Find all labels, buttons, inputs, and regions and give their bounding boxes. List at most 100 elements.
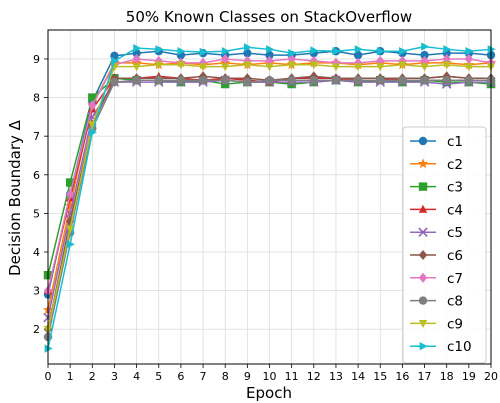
y-tick-label: 2: [33, 323, 40, 336]
data-point-c9: [243, 61, 252, 70]
data-point-c9: [221, 63, 230, 72]
y-tick-label: 6: [33, 169, 40, 182]
data-point-c1: [353, 50, 363, 60]
legend-marker-c5: [418, 227, 428, 237]
y-tick-label: 3: [33, 285, 40, 298]
legend-label-c8: c8: [447, 294, 463, 310]
y-tick-label: 7: [33, 130, 40, 143]
data-point-c8: [198, 75, 208, 85]
data-point-c8: [420, 75, 429, 85]
data-point-c10: [44, 344, 53, 353]
legend-item-c6: c6: [410, 248, 463, 264]
data-point-c8: [353, 75, 363, 85]
data-point-c9: [198, 63, 208, 72]
y-tick-label: 4: [33, 246, 40, 259]
data-point-c10: [487, 45, 496, 54]
legend-label-c6: c6: [447, 248, 463, 264]
data-point-c9: [287, 61, 296, 70]
data-point-c9: [353, 63, 363, 72]
data-point-c8: [309, 75, 318, 85]
legend-item-c5: c5: [410, 225, 463, 241]
data-point-c7: [221, 53, 230, 64]
data-point-c10: [354, 45, 363, 54]
x-tick-label: 16: [395, 370, 409, 383]
legend: c1 c2 c3 c4 c5 c6 c7 c8 c9 c10: [402, 126, 487, 364]
x-tick-label: 6: [177, 370, 184, 383]
data-point-c10: [465, 47, 474, 56]
data-point-c10: [288, 48, 297, 58]
data-point-c10: [133, 43, 142, 53]
x-tick-label: 20: [484, 370, 498, 383]
x-tick-label: 15: [373, 370, 387, 383]
legend-marker-c4: [418, 204, 428, 213]
legend-marker-c7: [418, 272, 428, 283]
x-tick-label: 1: [67, 370, 74, 383]
y-tick-label: 8: [33, 92, 40, 105]
data-point-c8: [132, 75, 141, 85]
x-tick-label: 2: [89, 370, 96, 383]
data-point-c7: [464, 53, 474, 64]
x-tick-label: 14: [351, 370, 365, 383]
data-point-c10: [66, 240, 75, 249]
x-tick-label: 8: [222, 370, 229, 383]
data-point-c1: [243, 48, 252, 58]
data-point-c10: [177, 47, 186, 56]
data-point-c10: [266, 45, 275, 54]
x-tick-label: 19: [462, 370, 476, 383]
series-layer: [42, 42, 497, 353]
data-point-c10: [88, 128, 97, 137]
legend-item-c1: c1: [410, 134, 463, 150]
data-point-c10: [421, 42, 430, 51]
y-tick-label: 5: [33, 207, 40, 220]
x-axis-ticks: 0 1 2 3 4 5 6 7 8 9 10 11 12 13 14 15 16 17 18 19 20: [45, 364, 498, 383]
data-point-c9: [154, 61, 163, 70]
legend-marker-c6: [418, 249, 428, 261]
data-point-c3: [65, 178, 75, 187]
data-point-c9: [65, 225, 75, 234]
x-tick-label: 5: [155, 370, 162, 383]
legend-label-c4: c4: [447, 202, 463, 218]
data-point-c9: [420, 63, 429, 72]
x-tick-label: 18: [440, 370, 454, 383]
x-tick-label: 4: [133, 370, 140, 383]
data-point-c8: [287, 75, 296, 85]
data-point-c8: [331, 75, 341, 85]
data-point-c10: [221, 47, 230, 56]
data-point-c10: [332, 47, 341, 56]
legend-item-c4: c4: [410, 202, 463, 218]
y-axis-label: Decision Boundary Δ: [6, 119, 24, 276]
x-tick-label: 0: [45, 370, 52, 383]
legend-label-c2: c2: [447, 157, 463, 173]
data-point-c1: [420, 50, 429, 60]
data-point-c8: [398, 75, 407, 85]
legend-item-c9: c9: [410, 316, 463, 332]
legend-label-c10: c10: [447, 339, 472, 355]
plot-frame: [47, 29, 492, 365]
series-c10: [44, 42, 496, 353]
data-point-c7: [88, 100, 97, 111]
x-tick-label: 9: [244, 370, 251, 383]
legend-marker-c2: [417, 158, 429, 169]
data-point-c8: [265, 75, 274, 85]
data-point-c9: [132, 63, 141, 72]
y-tick-label: 9: [33, 53, 40, 66]
data-point-c10: [243, 43, 252, 52]
data-point-c3: [88, 93, 97, 102]
data-point-c8: [110, 77, 119, 87]
chart-title: 50% Known Classes on StackOverflow: [126, 8, 412, 26]
legend-item-c8: c8: [410, 294, 463, 310]
data-point-c10: [199, 47, 208, 57]
legend-label-c9: c9: [447, 316, 463, 332]
data-point-c9: [398, 61, 407, 70]
legend-marker-c10: [419, 342, 428, 351]
data-point-c10: [443, 45, 452, 54]
data-point-c10: [310, 46, 319, 55]
legend-item-c10: c10: [410, 339, 472, 355]
data-point-c9: [265, 63, 274, 72]
legend-item-c3: c3: [410, 180, 463, 196]
x-tick-label: 3: [111, 370, 118, 383]
data-point-c7: [132, 53, 141, 64]
data-point-c8: [376, 75, 385, 85]
series-c8: [43, 75, 496, 342]
